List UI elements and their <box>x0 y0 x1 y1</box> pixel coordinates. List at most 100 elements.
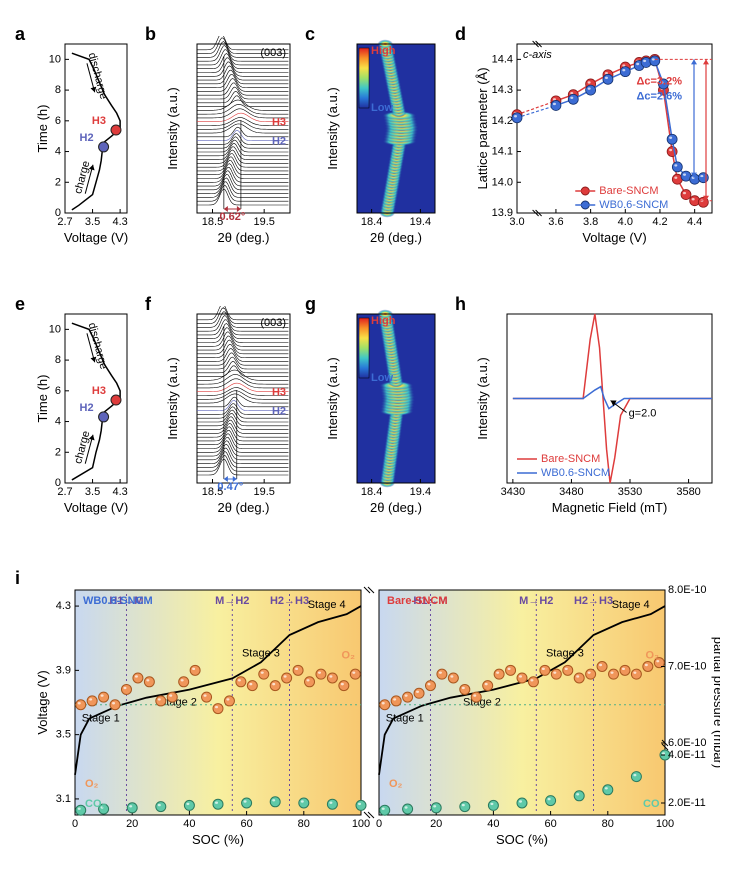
panel-d: 3.03.63.84.04.24.413.914.014.114.214.314… <box>475 36 720 246</box>
svg-text:100: 100 <box>352 818 370 830</box>
panel-b: 18.519.52θ (deg.)Intensity (a.u.)(003)H2… <box>165 36 295 246</box>
svg-text:Intensity (a.u.): Intensity (a.u.) <box>325 87 340 169</box>
svg-text:60: 60 <box>544 818 556 830</box>
svg-text:3480: 3480 <box>559 486 583 498</box>
svg-text:Intensity (a.u.): Intensity (a.u.) <box>165 357 180 439</box>
label-i: i <box>15 568 20 589</box>
svg-text:3580: 3580 <box>676 486 700 498</box>
svg-text:40: 40 <box>487 818 499 830</box>
svg-text:19.5: 19.5 <box>253 486 274 498</box>
svg-text:CO: CO <box>643 798 660 810</box>
svg-text:Voltage (V): Voltage (V) <box>64 500 128 515</box>
svg-text:SOC (%): SOC (%) <box>496 832 548 847</box>
svg-text:6.0E-10: 6.0E-10 <box>668 737 707 749</box>
svg-text:40: 40 <box>183 818 195 830</box>
svg-text:Intensity (a.u.): Intensity (a.u.) <box>165 87 180 169</box>
svg-text:4: 4 <box>55 416 61 428</box>
svg-text:O₂: O₂ <box>85 778 99 790</box>
svg-text:2: 2 <box>55 176 61 188</box>
svg-text:Voltage (V): Voltage (V) <box>582 230 646 245</box>
svg-text:Low: Low <box>371 372 393 384</box>
svg-text:Time (h): Time (h) <box>35 105 50 153</box>
svg-text:g=2.0: g=2.0 <box>629 408 657 420</box>
svg-text:2: 2 <box>55 446 61 458</box>
svg-text:60: 60 <box>240 818 252 830</box>
svg-text:Intensity (a.u.): Intensity (a.u.) <box>475 357 490 439</box>
svg-text:H3: H3 <box>272 117 286 129</box>
svg-text:2.0E-11: 2.0E-11 <box>668 797 706 809</box>
svg-text:14.3: 14.3 <box>492 84 513 96</box>
label-h: h <box>455 294 466 315</box>
svg-text:19.4: 19.4 <box>410 486 431 498</box>
svg-text:H2→H3: H2→H3 <box>574 595 613 607</box>
svg-text:18.4: 18.4 <box>361 216 382 228</box>
svg-text:O₂: O₂ <box>646 650 660 662</box>
svg-text:3.9: 3.9 <box>56 664 71 676</box>
panel-f: 18.519.52θ (deg.)Intensity (a.u.)(003)H2… <box>165 306 295 516</box>
svg-text:80: 80 <box>602 818 614 830</box>
svg-text:3.6: 3.6 <box>548 216 563 228</box>
svg-text:Magnetic Field (mT): Magnetic Field (mT) <box>552 500 668 515</box>
svg-text:2θ (deg.): 2θ (deg.) <box>370 500 422 515</box>
svg-text:Intensity (a.u.): Intensity (a.u.) <box>325 357 340 439</box>
svg-text:Stage 4: Stage 4 <box>308 599 346 611</box>
svg-text:10: 10 <box>49 53 61 65</box>
svg-text:Voltage (V): Voltage (V) <box>35 670 50 734</box>
svg-text:4.4: 4.4 <box>687 216 702 228</box>
svg-text:18.4: 18.4 <box>361 486 382 498</box>
panel-e: 2.73.54.30246810Voltage (V)Time (h)H2H3c… <box>35 306 135 516</box>
svg-text:20: 20 <box>430 818 442 830</box>
panel-i: 020406080100Stage 1Stage 2Stage 3Stage 4… <box>35 580 720 850</box>
svg-text:H2: H2 <box>80 132 94 144</box>
svg-text:14.2: 14.2 <box>492 115 513 127</box>
svg-text:4.3: 4.3 <box>56 600 71 612</box>
panel-c: 18.419.42θ (deg.)Intensity (a.u.)HighLow <box>325 36 440 246</box>
svg-text:Time (h): Time (h) <box>35 375 50 423</box>
svg-text:Low: Low <box>371 102 393 114</box>
label-d: d <box>455 24 466 45</box>
svg-text:WB0.6-SNCM: WB0.6-SNCM <box>599 199 668 211</box>
svg-text:H2: H2 <box>272 406 286 418</box>
svg-text:4: 4 <box>55 146 61 158</box>
panel-h: 3430348035303580Magnetic Field (mT)Inten… <box>475 306 720 516</box>
svg-text:Stage 2: Stage 2 <box>463 697 501 709</box>
svg-text:M→H2: M→H2 <box>215 595 249 607</box>
svg-text:Δc=2.6%: Δc=2.6% <box>636 90 682 102</box>
svg-text:H2: H2 <box>272 136 286 148</box>
svg-text:WB0.6-SNCM: WB0.6-SNCM <box>541 467 610 479</box>
svg-text:c-axis: c-axis <box>523 49 552 61</box>
svg-text:2θ (deg.): 2θ (deg.) <box>370 230 422 245</box>
panel-g: 18.419.42θ (deg.)Intensity (a.u.)HighLow <box>325 306 440 516</box>
svg-text:10: 10 <box>49 323 61 335</box>
svg-text:4.0: 4.0 <box>618 216 633 228</box>
svg-text:Bare-SNCM: Bare-SNCM <box>599 185 658 197</box>
svg-text:High: High <box>371 45 396 57</box>
label-e: e <box>15 294 25 315</box>
svg-text:partial pressure (mbar): partial pressure (mbar) <box>711 637 720 769</box>
svg-text:4.0E-11: 4.0E-11 <box>668 749 706 761</box>
label-b: b <box>145 24 156 45</box>
svg-text:H3: H3 <box>92 115 106 127</box>
svg-text:14.1: 14.1 <box>492 146 513 158</box>
label-c: c <box>305 24 315 45</box>
svg-text:6: 6 <box>55 385 61 397</box>
svg-text:4.3: 4.3 <box>112 486 127 498</box>
svg-text:80: 80 <box>298 818 310 830</box>
svg-text:3.5: 3.5 <box>85 486 100 498</box>
svg-text:Stage 4: Stage 4 <box>612 599 650 611</box>
svg-text:0: 0 <box>376 818 382 830</box>
svg-text:8: 8 <box>55 354 61 366</box>
svg-text:Lattice parameter (Å): Lattice parameter (Å) <box>475 67 490 189</box>
svg-text:Δc=3.2%: Δc=3.2% <box>636 75 682 87</box>
svg-text:Bare-SNCM: Bare-SNCM <box>541 453 600 465</box>
svg-text:H3: H3 <box>92 385 106 397</box>
svg-text:3.8: 3.8 <box>583 216 598 228</box>
svg-text:0.62°: 0.62° <box>219 211 245 223</box>
svg-text:8: 8 <box>55 84 61 96</box>
svg-text:14.0: 14.0 <box>492 176 513 188</box>
svg-text:0: 0 <box>72 818 78 830</box>
svg-text:3.1: 3.1 <box>56 793 71 805</box>
svg-text:20: 20 <box>126 818 138 830</box>
svg-text:3430: 3430 <box>501 486 525 498</box>
svg-text:19.5: 19.5 <box>253 216 274 228</box>
